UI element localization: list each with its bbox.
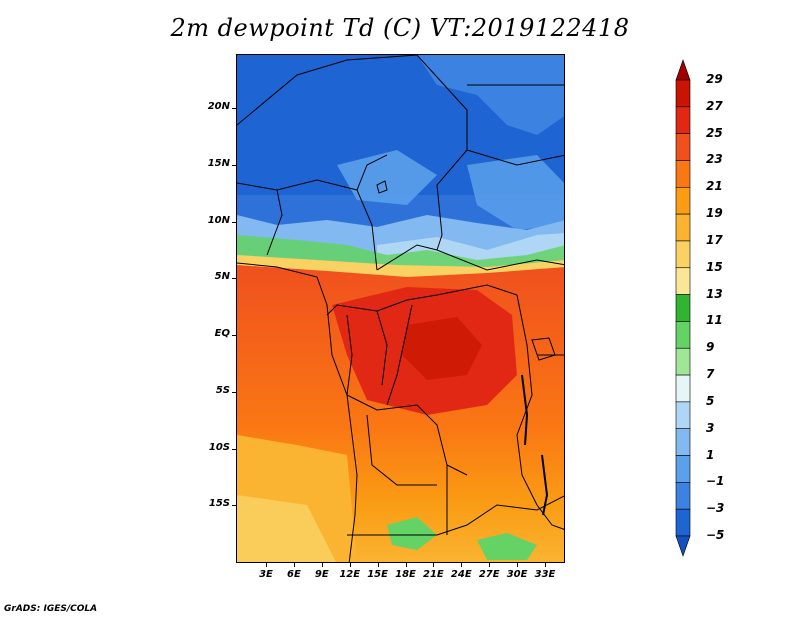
longitude-tick-label: 24E — [450, 569, 472, 580]
south-green-spots — [387, 517, 437, 550]
legend-color-swatch — [675, 535, 691, 557]
legend-value-label: 1 — [706, 447, 715, 462]
legend-value-label: 23 — [706, 152, 723, 167]
latitude-tick-label: EQ — [214, 328, 230, 339]
longitude-tick-mark — [461, 563, 463, 567]
legend-color-swatch — [675, 160, 691, 188]
legend-color-swatch — [675, 106, 691, 134]
legend-value-label: 13 — [706, 286, 723, 301]
longitude-tick-mark — [349, 563, 351, 567]
legend-color-swatch — [675, 347, 691, 376]
latitude-tick-mark — [232, 278, 236, 280]
lake-malawi — [541, 454, 549, 516]
legend-color-swatch — [675, 267, 691, 295]
legend-color-swatch — [675, 213, 691, 242]
legend-color-swatch — [675, 294, 691, 322]
legend-color-swatch — [675, 401, 691, 430]
latitude-tick-mark — [232, 164, 236, 166]
legend-value-label: 21 — [706, 179, 723, 194]
legend-color-swatch — [675, 59, 691, 81]
latitude-tick-label: 10S — [208, 441, 230, 453]
legend-value-label: 19 — [706, 206, 723, 221]
longitude-tick-label: 3E — [259, 569, 273, 580]
longitude-tick-label: 9E — [314, 569, 329, 580]
country-boundaries — [237, 55, 564, 536]
light-blue-east — [467, 155, 564, 230]
atlantic-coastline — [237, 262, 358, 562]
legend-color-swatch — [675, 79, 691, 108]
longitude-tick-label: 12E — [339, 569, 361, 580]
latitude-tick-mark — [232, 448, 236, 450]
legend-value-label: −5 — [706, 528, 725, 542]
legend-value-label: 5 — [706, 393, 715, 408]
legend-value-label: 17 — [706, 232, 723, 247]
longitude-tick-mark — [321, 563, 323, 567]
latitude-tick-label: 15N — [207, 157, 230, 169]
latitude-tick-mark — [232, 335, 236, 336]
latitude-tick-mark — [232, 108, 236, 109]
longitude-tick-mark — [293, 563, 295, 567]
legend-color-swatch — [675, 321, 691, 349]
latitude-tick-mark — [232, 505, 236, 507]
latitude-tick-label: 10N — [207, 214, 230, 226]
longitude-tick-label: 15E — [367, 569, 388, 580]
latitude-tick-mark — [232, 221, 236, 223]
legend-value-label: 15 — [706, 259, 723, 274]
color-legend — [675, 59, 691, 557]
legend-color-swatch — [675, 133, 691, 161]
lake-victoria — [531, 337, 556, 361]
legend-color-swatch — [675, 428, 691, 456]
legend-value-label: 7 — [706, 367, 715, 382]
longitude-tick-mark — [266, 563, 267, 567]
lake-tanganyika — [521, 374, 529, 446]
chart-title: 2m dewpoint Td (C) VT:2019122418 — [170, 14, 630, 42]
peak-dewpoint-core — [402, 317, 482, 380]
longitude-tick-label: 33E — [534, 569, 556, 580]
legend-value-label: 11 — [706, 313, 723, 328]
longitude-tick-mark — [377, 563, 379, 567]
south-green-spots-2 — [477, 533, 537, 560]
latitude-tick-mark — [232, 391, 236, 393]
latitude-tick-label: 20N — [207, 101, 230, 112]
light-blue-northeast — [417, 55, 564, 135]
longitude-tick-mark — [433, 563, 435, 567]
latitude-tick-label: 5N — [214, 271, 230, 283]
longitude-tick-mark — [545, 563, 546, 567]
longitude-tick-mark — [517, 563, 519, 567]
longitude-tick-label: 27E — [478, 569, 500, 580]
legend-value-label: 25 — [706, 125, 723, 140]
legend-color-swatch — [675, 508, 691, 537]
dewpoint-map — [236, 54, 565, 563]
legend-color-swatch — [675, 482, 691, 510]
southwest-pale — [237, 495, 336, 562]
legend-value-label: 9 — [706, 340, 715, 355]
legend-value-label: 27 — [706, 98, 723, 113]
legend-value-label: 29 — [706, 72, 723, 86]
legend-value-label: −1 — [706, 474, 725, 489]
longitude-tick-label: 18E — [395, 569, 416, 580]
latitude-tick-label: 15S — [208, 498, 230, 510]
light-blue-central — [337, 150, 437, 205]
latitude-tick-label: 5S — [215, 384, 230, 396]
legend-value-label: 3 — [706, 420, 715, 435]
longitude-tick-mark — [489, 563, 491, 567]
longitude-tick-label: 30E — [506, 569, 528, 580]
footer-credit: GrADS: IGES/COLA — [4, 604, 98, 614]
longitude-tick-label: 21E — [423, 569, 444, 580]
legend-value-label: −3 — [706, 501, 725, 516]
legend-color-swatch — [675, 186, 691, 215]
legend-color-swatch — [675, 455, 691, 483]
legend-color-swatch — [675, 374, 691, 403]
longitude-tick-mark — [405, 563, 407, 567]
lake-chad — [376, 180, 388, 194]
legend-color-swatch — [675, 240, 691, 269]
longitude-tick-label: 6E — [286, 569, 301, 580]
